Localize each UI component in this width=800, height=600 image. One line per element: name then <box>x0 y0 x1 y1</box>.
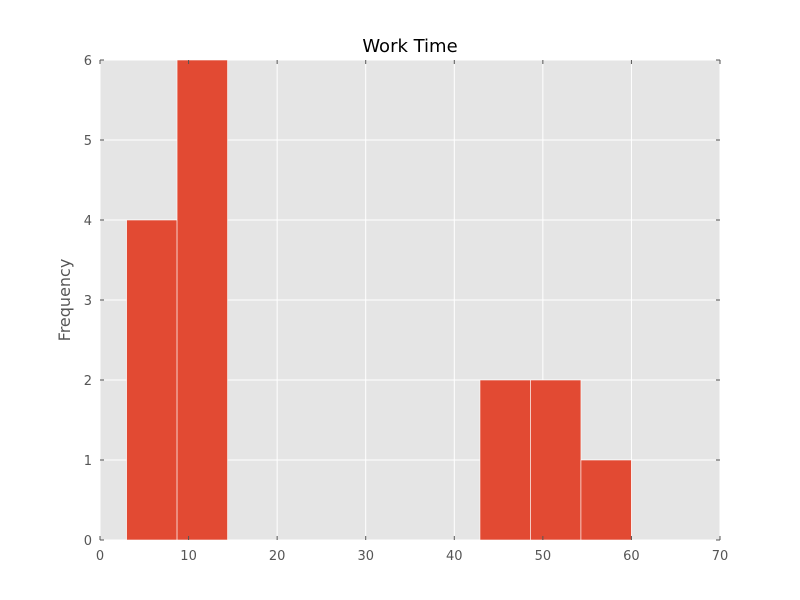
x-tick-label: 0 <box>96 549 104 564</box>
y-tick-label: 1 <box>84 454 92 469</box>
histogram-bar-8 <box>530 379 582 541</box>
x-tick-labels: 0 10 20 30 40 50 60 70 <box>96 549 728 564</box>
histogram-bar-1 <box>176 59 228 541</box>
histogram-bar-0 <box>126 219 178 541</box>
y-tick-labels: 0 1 2 3 4 5 6 <box>84 54 92 549</box>
x-tick-label: 20 <box>269 549 286 564</box>
tick-marks <box>99 59 721 541</box>
histogram-bar-9 <box>580 459 632 541</box>
y-tick-label: 4 <box>84 214 92 229</box>
y-tick-label: 3 <box>84 294 92 309</box>
x-tick-label: 30 <box>357 549 374 564</box>
y-tick-label: 2 <box>84 374 92 389</box>
x-tick-label: 50 <box>535 549 552 564</box>
y-tick-label: 5 <box>84 134 92 149</box>
x-tick-label: 60 <box>623 549 640 564</box>
y-tick-label: 6 <box>84 54 92 69</box>
y-axis-label: Frequency <box>55 259 74 342</box>
chart-title: Work Time <box>362 36 457 57</box>
x-tick-label: 10 <box>180 549 197 564</box>
histogram-bar-7 <box>479 379 531 541</box>
x-tick-label: 70 <box>712 549 729 564</box>
x-tick-label: 40 <box>446 549 463 564</box>
bars-group <box>126 59 632 541</box>
y-tick-label: 0 <box>84 534 92 549</box>
